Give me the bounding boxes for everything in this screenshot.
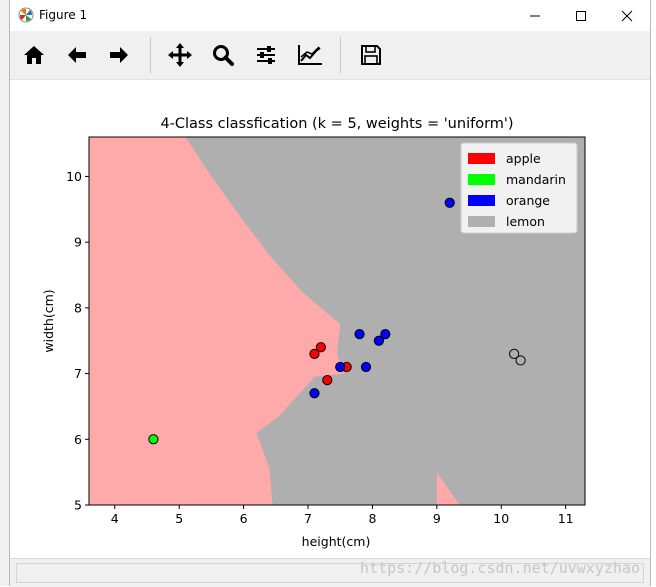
back-arrow-icon — [68, 47, 86, 63]
pan-icon — [168, 43, 192, 67]
edit-axis-icon — [298, 45, 322, 65]
legend-swatch-orange — [468, 195, 495, 206]
axes-frame — [88, 136, 586, 506]
maximize-button[interactable] — [558, 0, 604, 31]
data-point-orange — [354, 329, 365, 340]
y-tick-label: 9 — [74, 235, 82, 250]
zoom-button[interactable] — [207, 39, 239, 71]
configure-subplots-button[interactable] — [250, 39, 282, 71]
apple-region — [436, 472, 460, 505]
toolbar-separator — [340, 37, 341, 73]
status-bar: https://blog.csdn.net/uvwxyzhao — [10, 558, 650, 587]
background-window-edge — [0, 0, 9, 586]
save-icon — [361, 45, 381, 65]
y-tick-label: 6 — [74, 432, 82, 447]
minimize-button[interactable] — [512, 0, 558, 31]
legend-swatch-mandarin — [468, 174, 495, 185]
forward-button[interactable] — [103, 39, 135, 71]
data-point-lemon — [509, 348, 520, 359]
legend: apple mandarin orange lemon — [460, 142, 578, 234]
y-axis-label: width(cm) — [41, 289, 56, 352]
legend-label-mandarin: mandarin — [506, 172, 566, 187]
x-tick-label: 9 — [433, 511, 441, 526]
minimize-icon — [530, 15, 540, 16]
edit-axis-button[interactable] — [294, 39, 326, 71]
data-point-apple — [322, 375, 333, 386]
data-point-orange — [380, 329, 391, 340]
y-tick-label: 7 — [74, 366, 82, 381]
legend-label-apple: apple — [506, 151, 541, 166]
figure-window: Figure 1 — [9, 0, 651, 587]
save-button[interactable] — [355, 39, 387, 71]
toolbar-separator — [150, 37, 151, 73]
home-icon — [24, 46, 44, 64]
data-point-orange — [309, 388, 320, 399]
legend-swatch-lemon — [468, 216, 495, 227]
status-message-box — [16, 563, 644, 583]
x-tick-label: 5 — [175, 511, 183, 526]
apple-region — [89, 137, 344, 505]
legend-label-lemon: lemon — [506, 214, 545, 229]
x-tick-label: 6 — [240, 511, 248, 526]
home-button[interactable] — [18, 39, 50, 71]
legend-swatch-apple — [468, 153, 495, 164]
navigation-toolbar — [10, 31, 650, 80]
x-tick-label: 10 — [493, 511, 509, 526]
x-tick-label: 11 — [558, 511, 574, 526]
close-button[interactable] — [604, 0, 650, 31]
knn-plot[interactable]: 4 5 6 7 8 9 10 11 5 6 7 8 9 10 4-Class classfication … — [10, 80, 650, 558]
data-point-lemon — [515, 355, 526, 366]
data-point-mandarin — [148, 434, 159, 445]
legend-box — [460, 142, 578, 234]
zoom-icon — [213, 45, 234, 66]
legend-label-orange: orange — [506, 193, 550, 208]
forward-arrow-icon — [110, 47, 128, 63]
x-tick-label: 8 — [368, 511, 376, 526]
back-button[interactable] — [61, 39, 93, 71]
window-title: Figure 1 — [39, 8, 88, 22]
y-tick-label: 5 — [74, 498, 82, 513]
matplotlib-logo-icon — [18, 7, 34, 23]
title-bar: Figure 1 — [10, 0, 650, 31]
close-icon — [621, 10, 633, 21]
watermark: https://blog.csdn.net/uvwxyzhao — [360, 559, 640, 577]
data-point-orange — [335, 361, 346, 373]
x-tick-label: 7 — [304, 511, 312, 526]
data-point-orange — [373, 335, 384, 346]
y-tick-label: 10 — [66, 169, 82, 184]
data-point-orange — [360, 361, 372, 373]
x-tick-label: 4 — [111, 511, 119, 526]
chart-title: 4-Class classfication (k = 5, weights = … — [160, 116, 513, 132]
configure-subplots-icon — [257, 46, 275, 64]
figure-canvas[interactable]: 4 5 6 7 8 9 10 11 5 6 7 8 9 10 4-Class classfication … — [10, 80, 650, 558]
maximize-icon — [576, 10, 586, 21]
data-point-orange — [444, 197, 455, 208]
pan-button[interactable] — [164, 39, 196, 71]
data-point-apple — [315, 342, 326, 353]
data-point-apple — [309, 348, 320, 359]
x-axis-label: height(cm) — [302, 534, 371, 549]
y-tick-label: 8 — [74, 300, 82, 315]
